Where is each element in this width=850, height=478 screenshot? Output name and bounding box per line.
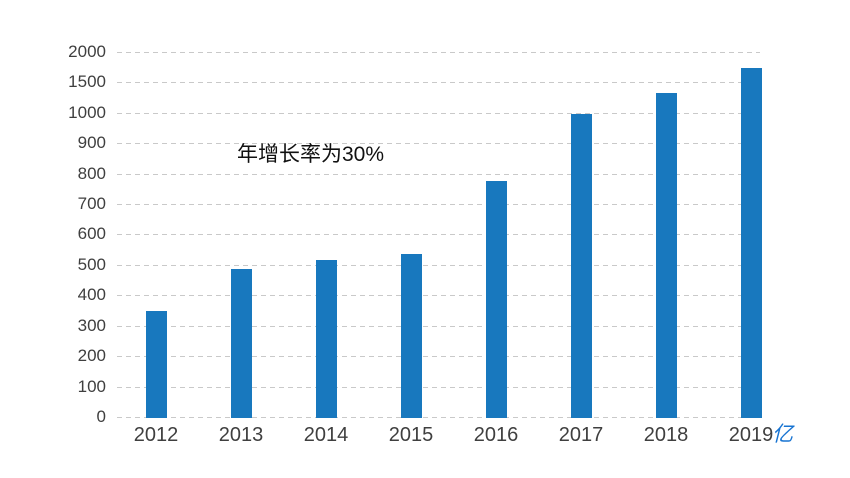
- y-axis-tick-label: 2000: [68, 41, 106, 61]
- y-gridline: [117, 51, 760, 53]
- x-axis-tick-label: 2015: [388, 424, 434, 446]
- x-axis-tick-label: 2016: [473, 424, 519, 446]
- y-gridline: [117, 295, 760, 297]
- y-gridline: [117, 204, 760, 206]
- x-axis-tick-label: 2012: [133, 424, 179, 446]
- x-axis-tick-label: 2014: [303, 424, 349, 446]
- y-gridline: [117, 234, 760, 236]
- y-axis-tick-label: 400: [77, 285, 106, 305]
- y-gridline: [117, 386, 760, 388]
- y-gridline: [117, 264, 760, 266]
- y-axis-tick-label: 800: [77, 163, 106, 183]
- bar-2018: [655, 92, 677, 418]
- y-axis-tick-label: 200: [77, 346, 106, 366]
- x-axis-tick-label: 2018: [643, 424, 689, 446]
- y-axis-tick-label: 700: [77, 194, 106, 214]
- y-axis-unit-label: 亿: [772, 423, 793, 446]
- y-gridline: [117, 325, 760, 327]
- y-gridline: [117, 143, 760, 145]
- growth-rate-annotation: 年增长率为30%: [237, 143, 385, 166]
- y-axis-tick-label: 600: [77, 224, 106, 244]
- x-axis-tick-label: 2013: [218, 424, 264, 446]
- y-axis-tick-label: 500: [77, 254, 106, 274]
- y-gridline: [117, 173, 760, 175]
- y-gridline: [117, 356, 760, 358]
- y-axis-tick-label: 900: [77, 133, 106, 153]
- bar-2016: [485, 181, 507, 418]
- y-gridline: [117, 112, 760, 114]
- bar-2013: [230, 269, 252, 418]
- y-axis-tick-label: 100: [77, 376, 106, 396]
- bar-2012: [145, 310, 167, 418]
- bar-2015: [400, 254, 422, 418]
- y-axis-tick-label: 300: [77, 315, 106, 335]
- bar-2019: [740, 67, 762, 418]
- y-axis-tick-label: 0: [96, 407, 106, 426]
- bar-2014: [315, 260, 337, 418]
- x-axis-tick-label: 2017: [558, 424, 604, 446]
- y-axis-tick-label: 1500: [68, 72, 106, 92]
- y-gridline: [117, 82, 760, 84]
- y-axis-tick-label: 1000: [68, 102, 106, 122]
- bar-2017: [570, 114, 592, 418]
- x-axis-tick-label: 2019: [728, 424, 774, 446]
- y-gridline: [117, 417, 760, 418]
